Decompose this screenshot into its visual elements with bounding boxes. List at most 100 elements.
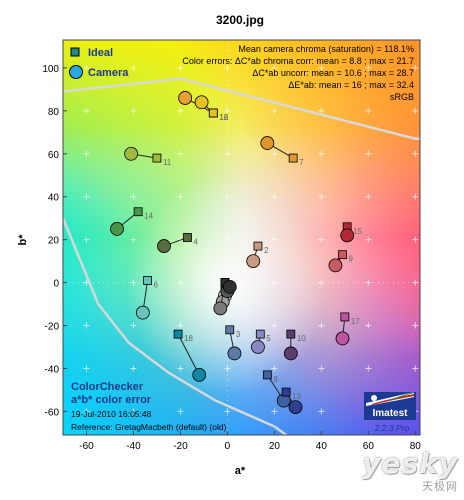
grid-cross [83, 236, 90, 243]
grid-cross [271, 236, 278, 243]
grid-cross [83, 64, 90, 71]
grid-cross [365, 150, 372, 157]
y-tick-label: 60 [48, 150, 60, 161]
grid-cross [412, 236, 419, 243]
grid-cross [271, 322, 278, 329]
patch-label: 8 [273, 375, 278, 384]
patch-label: 9 [348, 255, 353, 264]
patch-label: 13 [292, 392, 301, 401]
ideal-marker [262, 370, 272, 380]
bottom-label-title: ColorChecker [71, 381, 144, 393]
grid-cross [412, 322, 419, 329]
x-tick-label: -40 [126, 441, 141, 452]
patch-label: 3 [236, 330, 241, 339]
grid-cross [130, 193, 137, 200]
gamut-boundary-top [63, 77, 420, 140]
patch-4: 4 [157, 233, 198, 253]
stat-delta-e: ΔE*ab: mean = 16 ; max = 32.4 [288, 80, 414, 90]
patch-label: 18 [184, 334, 193, 343]
y-tick-label: -40 [45, 364, 60, 375]
grid-cross [412, 107, 419, 114]
plot-background: 2 3 4 5 6 7 8 9 10 11 12 13 14 15 16 17 18 [63, 40, 420, 435]
grid-cross [271, 107, 278, 114]
x-tick-label: 80 [410, 441, 422, 452]
camera-marker [192, 367, 207, 382]
camera-marker [110, 222, 124, 236]
grid-cross [365, 64, 372, 71]
y-tick-label: -20 [45, 322, 60, 333]
grid-cross [412, 64, 419, 71]
patch-3: 3 [225, 325, 242, 361]
camera-marker [246, 254, 261, 269]
grid-cross [271, 193, 278, 200]
gamut-boundary [63, 77, 420, 435]
patch-16: 16 [194, 95, 229, 122]
grid-cross [318, 408, 325, 415]
y-tick-label: 40 [48, 193, 60, 204]
grid-cross [318, 193, 325, 200]
patch-7: 7 [260, 136, 304, 167]
camera-marker [135, 305, 150, 320]
bottom-label-subtitle: a*b* color error [71, 394, 152, 406]
data-series: 2 3 4 5 6 7 8 9 10 11 12 13 14 15 16 17 18 [110, 91, 363, 414]
camera-marker [260, 136, 275, 150]
grid-cross [130, 236, 137, 243]
grid-cross [224, 193, 231, 200]
x-axis-label: a* [235, 465, 246, 477]
grid-cross [318, 150, 325, 157]
patch-label: 10 [297, 334, 306, 343]
grid-cross [271, 365, 278, 372]
y-axis-label: b* [17, 234, 29, 246]
ideal-marker [286, 329, 296, 339]
ideal-marker [173, 329, 183, 339]
x-tick-label: -60 [79, 441, 94, 452]
grid-cross [365, 193, 372, 200]
camera-marker [227, 346, 242, 361]
axes: -60 -40 -20 0 20 40 60 80 -60 -40 -20 0 20 40 60 80 100 [42, 64, 421, 452]
patch-14: 14 [110, 207, 154, 236]
patch-label: 14 [144, 212, 153, 221]
patch-5: 5 [251, 329, 271, 354]
legend-camera-label: Camera [88, 67, 129, 79]
grid-cross [271, 408, 278, 415]
grid-cross [318, 64, 325, 71]
patch-label: 17 [351, 317, 360, 326]
imatest-logo: Imatest 2.2.3 Pro [364, 392, 416, 433]
patch-label: 5 [266, 334, 271, 343]
legend-ideal-marker [70, 47, 80, 57]
stat-colorspace: sRGB [390, 92, 414, 102]
grid-cross [412, 193, 419, 200]
patch-2: 2 [246, 241, 269, 269]
x-tick-label: -20 [173, 441, 188, 452]
ideal-marker [338, 250, 347, 260]
patch-label: 7 [299, 158, 304, 167]
patch-18: 18 [173, 329, 207, 382]
grid-cross [318, 322, 325, 329]
grid-cross [365, 107, 372, 114]
grid-cross [130, 322, 137, 329]
x-tick-label: 20 [269, 441, 281, 452]
grid-cross [177, 64, 184, 71]
patch-label: 15 [353, 227, 362, 236]
grid-cross [271, 150, 278, 157]
grid-cross [177, 150, 184, 157]
camera-marker [340, 228, 355, 243]
patch-24 [220, 278, 237, 294]
plot-frame [62, 39, 421, 436]
grid-cross [365, 236, 372, 243]
legend-ideal-label: Ideal [88, 47, 113, 59]
patch-label: 12 [219, 113, 228, 122]
grid-cross [130, 408, 137, 415]
legend-camera-marker [69, 65, 83, 79]
grid-cross [318, 365, 325, 372]
bottom-label-reference: Reference: GretagMacbeth (default) (old) [71, 422, 227, 432]
error-line [177, 333, 200, 376]
imatest-logo-name: Imatest [372, 408, 408, 419]
ideal-marker [183, 233, 192, 242]
grid-crosses [63, 40, 420, 435]
ideal-marker [281, 387, 291, 397]
grid-cross [177, 107, 184, 114]
patch-label: 2 [264, 246, 269, 255]
ideal-marker [253, 241, 263, 251]
ideal-marker [143, 276, 152, 285]
